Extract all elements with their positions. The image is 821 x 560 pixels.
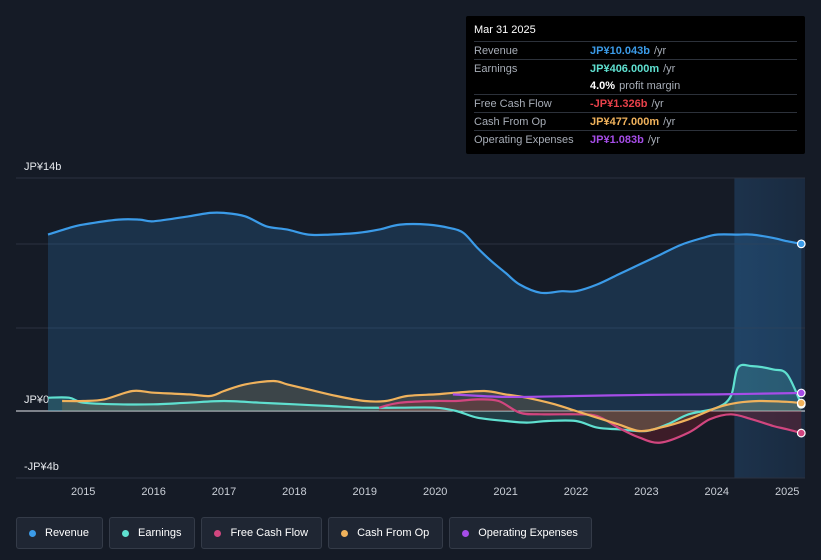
x-tick-label: 2017: [212, 486, 236, 498]
tooltip-value: 4.0%: [590, 79, 616, 92]
tooltip-date: Mar 31 2025: [474, 24, 536, 36]
series-line-operating-expenses: [452, 391, 802, 399]
legend-label: Free Cash Flow: [230, 527, 309, 539]
tooltip-row-cash-from-op: Cash From Op JP¥477.000m /yr: [474, 112, 797, 130]
tooltip-value: JP¥406.000m: [590, 62, 660, 75]
x-tick-label: 2019: [353, 486, 377, 498]
chart-legend: Revenue Earnings Free Cash Flow Cash Fro…: [16, 517, 592, 549]
tooltip-label: Earnings: [474, 62, 518, 75]
tooltip-unit: /yr: [663, 62, 676, 75]
x-tick-label: 2016: [141, 486, 165, 498]
legend-revenue-button[interactable]: Revenue: [16, 517, 104, 549]
x-tick-label: 2022: [564, 486, 588, 498]
y-tick-label: -JP¥4b: [24, 461, 59, 473]
tooltip-label: Cash From Op: [474, 115, 547, 128]
legend-dot-icon: [462, 529, 470, 537]
tooltip-row-free-cash-flow: Free Cash Flow -JP¥1.326b /yr: [474, 94, 797, 112]
series-area-revenue: [48, 212, 802, 411]
tooltip-row-revenue: Revenue JP¥10.043b /yr: [474, 41, 797, 59]
legend-label: Operating Expenses: [478, 527, 578, 539]
series-line-cash-from-op: [62, 379, 802, 433]
tooltip-value: -JP¥1.326b: [590, 97, 648, 110]
series-line-revenue: [47, 211, 802, 295]
tooltip-unit: /yr: [647, 133, 661, 146]
series-area-earnings: [48, 364, 802, 432]
tooltip-value: JP¥10.043b: [590, 44, 650, 57]
tooltip-label: Revenue: [474, 44, 519, 57]
x-tick-label: 2021: [493, 486, 517, 498]
series-end-marker-free-cash-flow: [796, 428, 806, 438]
tooltip-unit: /yr: [663, 115, 676, 128]
tooltip-label: Operating Expenses: [474, 133, 574, 146]
tooltip-value: JP¥1.083b: [590, 133, 644, 146]
legend-label: Cash From Op: [357, 527, 430, 539]
legend-cash-from-op-button[interactable]: Cash From Op: [328, 517, 444, 549]
y-tick-label: JP¥14b: [24, 161, 61, 173]
legend-dot-icon: [122, 529, 130, 537]
legend-earnings-button[interactable]: Earnings: [109, 517, 196, 549]
legend-label: Revenue: [45, 527, 90, 539]
tooltip-row-earnings: Earnings JP¥406.000m /yr: [474, 59, 797, 77]
x-tick-label: 2018: [282, 486, 306, 498]
legend-operating-expenses-button[interactable]: Operating Expenses: [449, 517, 592, 549]
series-end-marker-revenue: [796, 239, 806, 249]
x-tick-label: 2025: [775, 486, 799, 498]
legend-dot-icon: [214, 529, 222, 537]
series-end-marker-operating-expenses: [796, 388, 806, 398]
x-tick-label: 2024: [705, 486, 729, 498]
tooltip-panel: Mar 31 2025 Revenue JP¥10.043b /yr Earni…: [466, 16, 805, 154]
x-tick-label: 2020: [423, 486, 447, 498]
tooltip-unit: profit margin: [619, 79, 681, 92]
tooltip-unit: /yr: [653, 44, 667, 57]
series-line-earnings: [47, 363, 803, 433]
tooltip-value: JP¥477.000m: [590, 115, 660, 128]
series-end-marker-cash-from-op: [796, 398, 806, 408]
x-tick-label: 2023: [634, 486, 658, 498]
tooltip-row-operating-expenses: Operating Expenses JP¥1.083b /yr: [474, 130, 797, 148]
legend-dot-icon: [29, 529, 36, 537]
tooltip-row-profit-margin: 4.0% profit margin: [474, 77, 797, 94]
x-tick-label: 2015: [71, 486, 95, 498]
series-area-cash-from-op: [62, 381, 802, 432]
y-tick-label: JP¥0: [24, 394, 49, 406]
tooltip-unit: /yr: [651, 97, 664, 110]
tooltip-label: Free Cash Flow: [474, 97, 552, 110]
legend-dot-icon: [341, 529, 349, 537]
series-area-free-cash-flow: [378, 399, 802, 443]
legend-label: Earnings: [138, 527, 182, 539]
legend-free-cash-flow-button[interactable]: Free Cash Flow: [201, 517, 323, 549]
